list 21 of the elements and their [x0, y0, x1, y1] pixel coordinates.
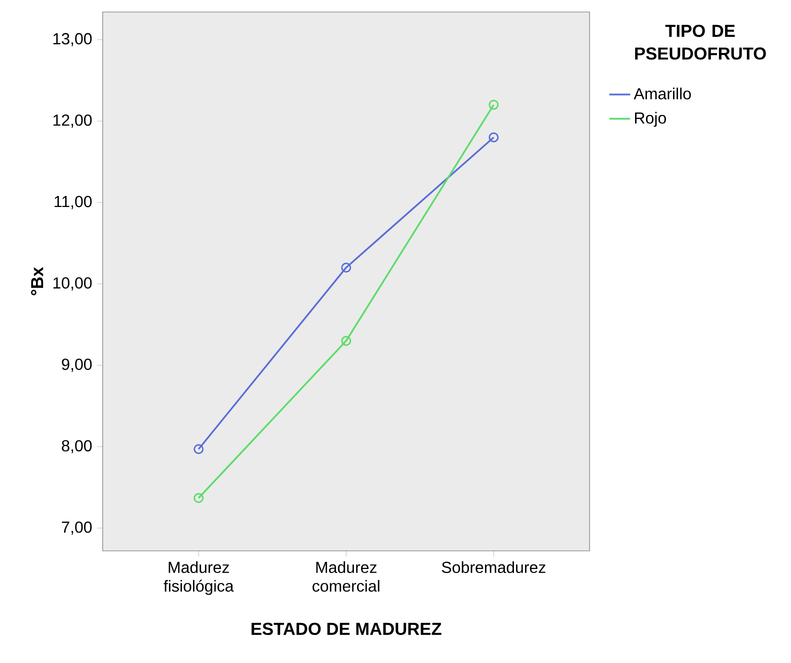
y-tick-label: 12,00 [53, 114, 92, 128]
point [341, 336, 352, 346]
point [341, 262, 352, 273]
x-tick-label: Madurez comercial [312, 561, 380, 592]
legend-label: Rojo [635, 112, 666, 127]
point [194, 444, 204, 454]
point [194, 493, 204, 504]
y-tick-label: 8,00 [62, 440, 92, 454]
y-axis-title: °Bx [31, 267, 44, 296]
x-tick-label: Sobremadurez [442, 561, 546, 574]
x-tick-label: Madurez fisiológica [164, 561, 234, 595]
y-tick-label: 9,00 [62, 358, 92, 372]
y-tick-label: 13,00 [53, 33, 92, 46]
point [488, 132, 499, 142]
x-axis-title: ESTADO DE MADUREZ [252, 622, 442, 636]
y-tick-label: 7,00 [62, 522, 92, 535]
point [488, 100, 499, 110]
y-tick-label: 11,00 [54, 196, 92, 210]
legend-title: TIPO DE PSEUDOFRUTO [635, 24, 766, 60]
legend-label: Amarillo [634, 88, 691, 100]
y-tick-label: 10,00 [53, 277, 92, 291]
